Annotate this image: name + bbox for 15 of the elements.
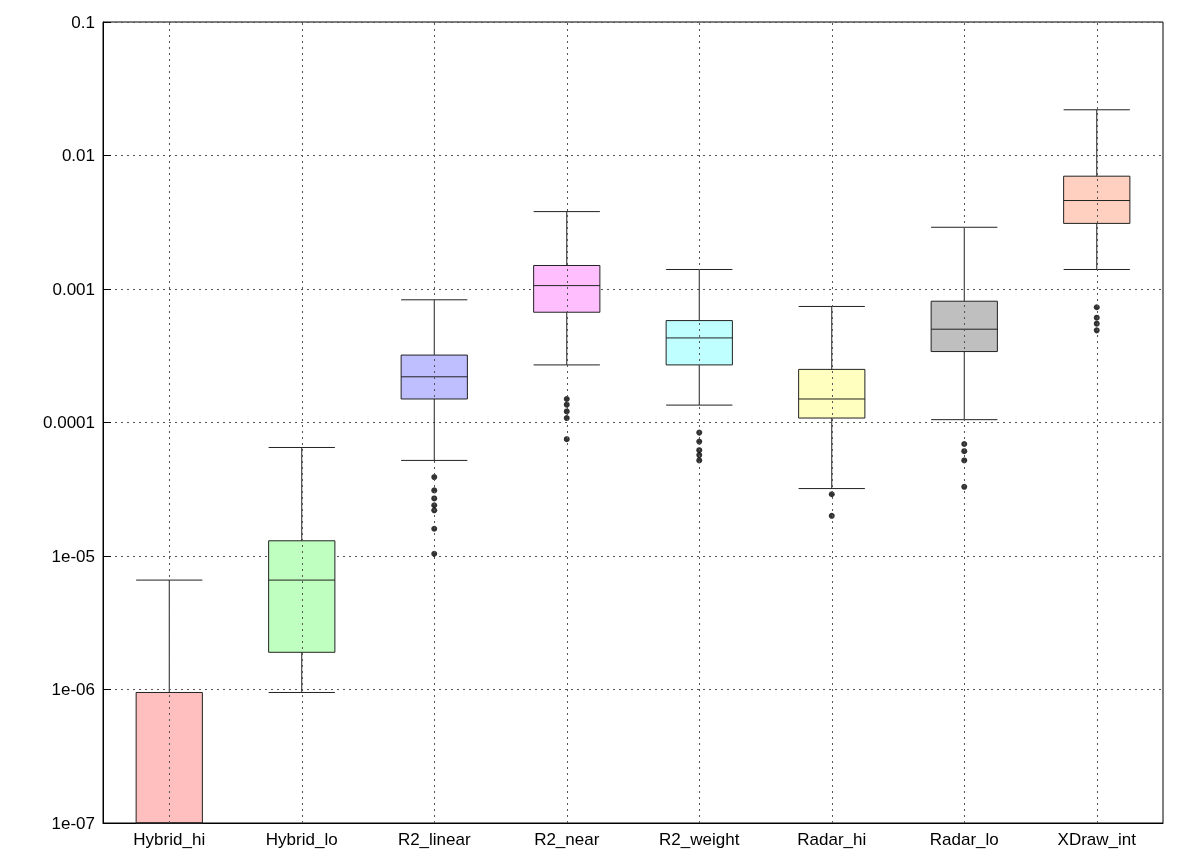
y-tick-label: 0.1 (71, 12, 95, 32)
x-tick-label: Radar_hi (797, 830, 867, 849)
x-tick-label: XDraw_int (1057, 830, 1137, 849)
x-tick-label: R2_linear (397, 830, 471, 849)
y-tick-label: 0.001 (52, 279, 95, 299)
y-tick-label: 0.01 (61, 146, 95, 165)
x-tick-label: Hybrid_hi (133, 830, 206, 849)
x-tick-label: R2_near (534, 830, 600, 849)
x-tick-label: Radar_lo (929, 830, 999, 849)
x-tick-label: Hybrid_lo (265, 830, 338, 849)
y-tick-label: 0.0001 (43, 413, 95, 432)
x-tick-label: R2_weight (659, 830, 740, 849)
y-tick-label: 1e-07 (51, 813, 95, 833)
y-tick-label: 1e-06 (51, 680, 95, 699)
y-tick-label: 1e-05 (51, 546, 95, 566)
